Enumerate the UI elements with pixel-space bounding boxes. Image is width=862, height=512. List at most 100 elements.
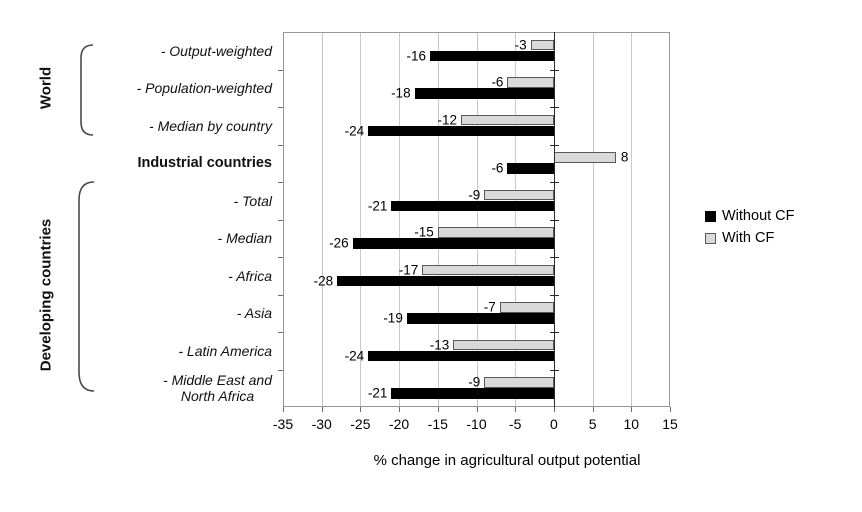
category-label-total: - Total xyxy=(233,192,272,209)
category-tick-left xyxy=(278,332,283,333)
bar-value-label: -28 xyxy=(313,273,334,288)
bar-without-cf xyxy=(368,350,554,361)
legend-swatch-without-cf xyxy=(705,210,716,222)
bar-with-cf xyxy=(453,339,554,350)
bar-without-cf xyxy=(368,125,554,136)
bar-with-cf xyxy=(484,377,554,388)
bar-with-cf xyxy=(422,264,554,275)
legend-item-without-cf: Without CF xyxy=(705,205,795,227)
legend: Without CF With CF xyxy=(705,205,795,249)
gridline xyxy=(476,32,478,407)
legend-item-with-cf: With CF xyxy=(705,227,795,249)
x-axis-title: % change in agricultural output potentia… xyxy=(373,452,641,469)
bar-with-cf xyxy=(437,227,554,238)
x-axis-tick xyxy=(670,407,671,412)
bar-with-cf xyxy=(530,39,554,50)
bar-value-label: 8 xyxy=(620,149,629,165)
x-axis-tick xyxy=(631,407,633,412)
legend-swatch-with-cf xyxy=(705,232,716,244)
bar-value-label: -3 xyxy=(514,37,527,52)
zero-axis-tick xyxy=(549,107,559,108)
legend-label-with-cf: With CF xyxy=(722,230,775,246)
x-axis-tick-label: -30 xyxy=(311,416,332,432)
bar-value-label: -15 xyxy=(414,224,434,240)
x-axis-tick xyxy=(283,407,284,412)
bar-without-cf xyxy=(391,200,554,211)
bar-without-cf xyxy=(352,238,554,249)
bar-value-label: -24 xyxy=(344,123,365,138)
category-label-africa: - Africa xyxy=(228,267,272,284)
category-label-output-weighted: - Output-weighted xyxy=(160,42,272,59)
x-axis-tick-label: -35 xyxy=(272,416,294,432)
bar-value-label: -21 xyxy=(367,198,388,213)
bar-value-label: -12 xyxy=(437,112,458,127)
bar-value-label: -17 xyxy=(398,262,419,277)
zero-axis-tick xyxy=(549,144,559,146)
x-axis-tick xyxy=(515,407,517,412)
zero-axis-tick xyxy=(549,369,559,371)
category-tick-left xyxy=(278,144,283,146)
zero-axis-tick xyxy=(549,219,559,221)
gridline xyxy=(360,32,362,407)
category-label-median-by-country: - Median by country xyxy=(149,117,272,134)
bar-with-cf xyxy=(499,302,554,313)
bar-value-label: -9 xyxy=(468,187,481,202)
bar-with-cf xyxy=(507,77,554,88)
x-axis-tick-label: -20 xyxy=(388,416,410,432)
bar-value-label: -26 xyxy=(329,235,349,251)
x-axis-tick xyxy=(321,407,323,412)
bar-value-label: -18 xyxy=(391,85,411,101)
category-label-industrial-countries: Industrial countries xyxy=(137,155,272,172)
bar-without-cf xyxy=(507,163,554,174)
category-tick-left xyxy=(278,294,283,296)
gridline xyxy=(321,32,323,407)
category-label-latin-america: - Latin America xyxy=(178,342,272,359)
bar-value-label: -7 xyxy=(483,299,496,315)
zero-axis-tick xyxy=(549,294,559,296)
gridline xyxy=(399,32,401,407)
category-label-middle-east-and: - Middle East and North Africa xyxy=(163,372,272,405)
x-axis-tick-label: -10 xyxy=(466,416,487,432)
x-axis-tick-label: -15 xyxy=(427,416,448,432)
x-axis-tick-label: -25 xyxy=(350,416,371,432)
zero-axis-tick xyxy=(549,332,559,333)
x-axis-tick-label: 15 xyxy=(662,416,678,432)
x-axis-tick xyxy=(399,407,401,412)
bar-with-cf xyxy=(553,152,616,163)
bar-without-cf xyxy=(414,88,554,99)
zero-axis-tick xyxy=(549,182,559,183)
category-label-asia: - Asia xyxy=(236,305,272,322)
x-axis-tick xyxy=(476,407,478,412)
x-axis-tick-label: 0 xyxy=(549,416,558,432)
bar-value-label: -24 xyxy=(344,348,365,363)
category-tick-left xyxy=(278,219,283,221)
category-label-median: - Median xyxy=(217,230,272,247)
category-tick-left xyxy=(278,182,283,183)
x-axis-tick-label: 10 xyxy=(623,416,640,432)
x-axis-tick-label: -5 xyxy=(508,416,522,432)
gridline xyxy=(631,32,633,407)
bar-value-label: -13 xyxy=(429,337,450,352)
category-tick-left xyxy=(278,369,283,371)
bar-without-cf xyxy=(391,388,554,399)
zero-axis-tick xyxy=(549,69,559,71)
bar-value-label: -6 xyxy=(491,74,504,90)
gridline xyxy=(437,32,439,407)
group-label-world: World xyxy=(37,67,55,110)
x-axis-tick xyxy=(360,407,362,412)
developing-countries-brace xyxy=(78,181,95,392)
category-tick-left xyxy=(278,69,283,71)
bar-with-cf xyxy=(484,189,554,200)
bar-without-cf xyxy=(337,275,554,286)
gridline xyxy=(592,32,594,407)
group-label-developing-countries: Developing countries xyxy=(37,218,55,371)
plot-area-border xyxy=(283,32,670,407)
x-axis-tick-label: 5 xyxy=(588,416,597,432)
bar-value-label: -9 xyxy=(468,374,481,390)
zero-axis-tick xyxy=(549,257,559,258)
world-brace xyxy=(80,44,94,136)
legend-label-without-cf: Without CF xyxy=(722,208,795,224)
bar-without-cf xyxy=(406,313,554,324)
bar-value-label: -19 xyxy=(383,310,403,326)
